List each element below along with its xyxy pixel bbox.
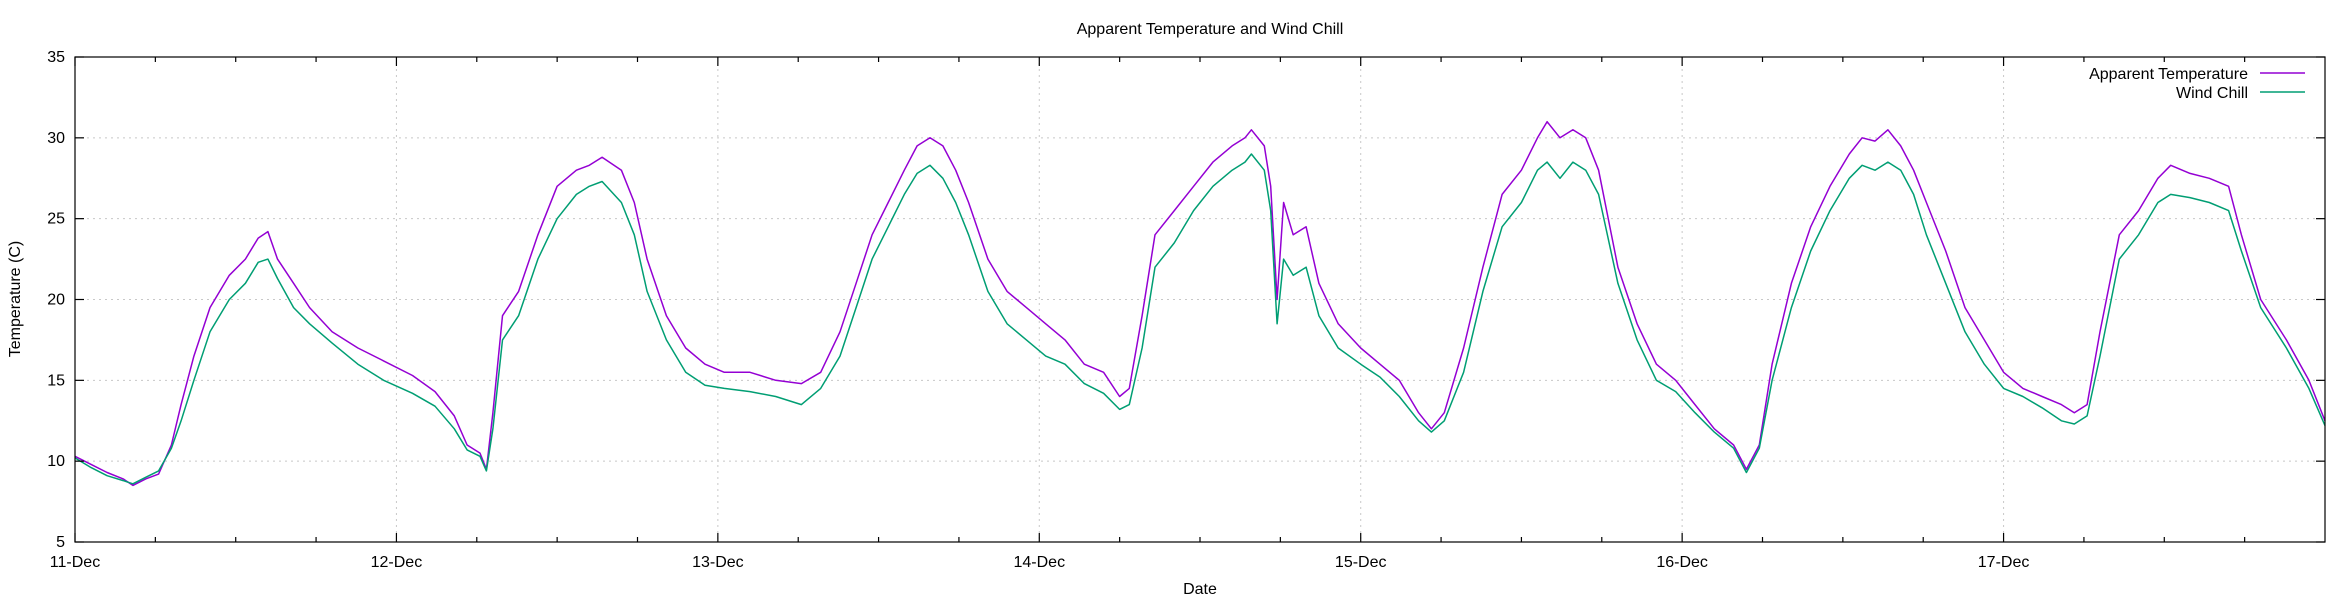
legend-label-wind-chill: Wind Chill [2176, 85, 2248, 102]
y-tick-label: 5 [56, 534, 65, 551]
y-axis-label: Temperature (C) [7, 241, 24, 357]
x-tick-label: 14-Dec [1013, 554, 1065, 571]
y-tick-label: 25 [47, 211, 65, 228]
x-tick-label: 11-Dec [50, 554, 100, 571]
x-axis-label: Date [1183, 581, 1217, 598]
y-tick-label: 35 [47, 49, 65, 66]
legend: Apparent Temperature Wind Chill [2089, 66, 2305, 102]
grid-layer [75, 57, 2325, 542]
x-tick-label: 17-Dec [1978, 554, 2030, 571]
y-tick-label: 15 [47, 372, 65, 389]
x-tick-label: 12-Dec [371, 554, 423, 571]
y-tick-label: 10 [47, 453, 65, 470]
series-line-apparent-temperature [74, 120, 2326, 487]
x-tick-label: 15-Dec [1335, 554, 1387, 571]
chart-title: Apparent Temperature and Wind Chill [1077, 21, 1344, 38]
x-tick-label: 13-Dec [692, 554, 744, 571]
y-tick-label: 30 [47, 130, 65, 147]
ticks-layer [74, 56, 2325, 543]
series-layer [74, 120, 2326, 487]
y-tick-label: 20 [47, 292, 65, 309]
tick-labels-layer: 5 10 15 20 25 30 35 11-Dec 12-Dec 13-Dec 14-Dec 15-… [47, 49, 2029, 571]
x-tick-label: 16-Dec [1656, 554, 1708, 571]
legend-label-apparent-temperature: Apparent Temperature [2089, 66, 2248, 83]
series-line-wind-chill [74, 153, 2326, 485]
